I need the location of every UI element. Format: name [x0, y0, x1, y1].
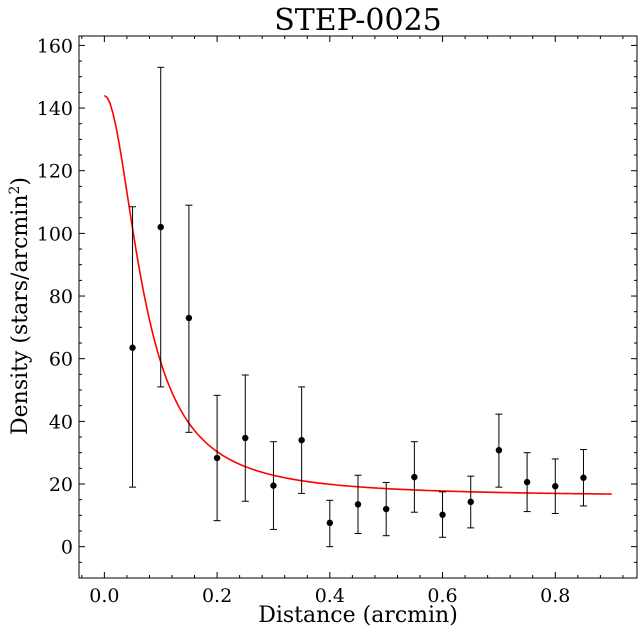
y-axis-label-sup: 2: [7, 186, 23, 195]
y-tick-label: 20: [49, 474, 73, 496]
y-tick-label: 100: [37, 223, 73, 245]
data-point: [354, 501, 362, 508]
y-axis-label: Density (stars/arcmin2): [7, 177, 33, 435]
y-tick-label: 40: [49, 411, 73, 433]
data-point: [411, 473, 418, 481]
data-point: [157, 223, 164, 231]
data-point: [467, 498, 474, 506]
x-tick-label: 0.6: [427, 585, 457, 607]
plot-area: [103, 66, 612, 548]
plot-frame: [78, 35, 638, 579]
y-tick-label: 0: [61, 537, 73, 559]
data-point: [129, 344, 136, 351]
x-tick-label: 0.0: [89, 585, 119, 607]
x-tick-label: 0.2: [202, 585, 232, 607]
y-axis-label-end: ): [8, 177, 33, 186]
data-point: [552, 483, 559, 490]
data-point: [185, 314, 193, 322]
fit-curve: [103, 94, 612, 495]
y-tick-label: 80: [49, 286, 73, 308]
x-tick-label: 0.4: [315, 585, 345, 607]
x-axis-label: Distance (arcmin): [258, 603, 458, 628]
data-point: [326, 519, 334, 527]
data-point: [439, 511, 446, 518]
y-tick-label: 60: [49, 349, 73, 371]
data-point: [242, 434, 249, 442]
y-axis-label-text: Density (stars/arcmin: [8, 195, 33, 436]
data-point: [213, 454, 221, 462]
y-axis: 0 20 40 60 80 100 120 140 160: [37, 35, 637, 579]
y-tick-label: 140: [37, 98, 73, 120]
data-point: [270, 482, 277, 489]
data-point: [382, 505, 390, 513]
x-axis: 0.0 0.2 0.4 0.6 0.8: [81, 36, 624, 607]
data-point: [580, 474, 587, 481]
y-tick-label: 120: [37, 161, 73, 183]
y-tick-label: 160: [37, 35, 73, 57]
data-point: [495, 446, 503, 454]
x-tick-label: 0.8: [540, 585, 570, 607]
data-point: [523, 478, 531, 486]
data-point: [298, 436, 305, 444]
chart-title: STEP-0025: [274, 3, 442, 38]
